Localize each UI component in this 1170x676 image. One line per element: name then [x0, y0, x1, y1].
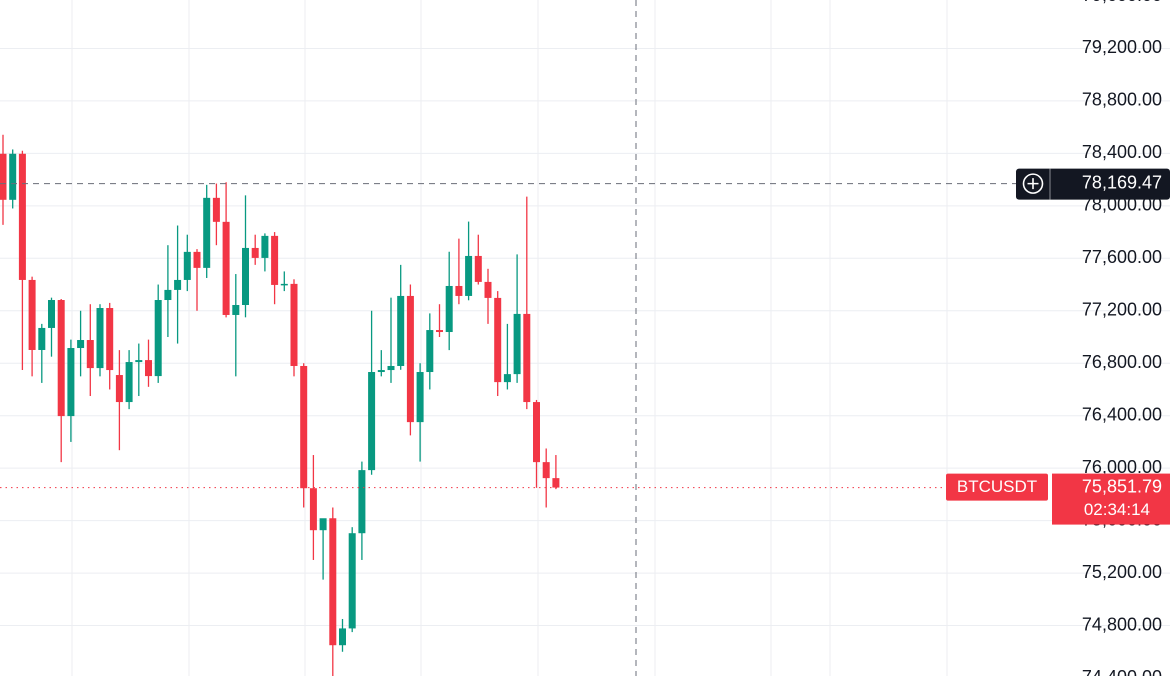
- candle-body: [48, 300, 55, 328]
- candle-body: [339, 628, 346, 646]
- candle-body: [232, 304, 240, 315]
- candle-body: [203, 197, 211, 268]
- candle-body: [0, 153, 7, 200]
- candle-body: [329, 518, 337, 646]
- last-price-badge: [1052, 473, 1170, 525]
- candle-body: [503, 374, 511, 383]
- candle-body: [484, 281, 492, 298]
- y-tick-label: 79,600.00: [1082, 0, 1162, 5]
- candle-body: [426, 330, 434, 373]
- candle-body: [9, 153, 17, 200]
- price-labels: BTCUSDT 75,851.79 02:34:14 78,169.47: [946, 168, 1170, 525]
- candle-body: [513, 313, 521, 375]
- crosshair-badge: [1016, 168, 1170, 200]
- candle-body: [377, 370, 385, 373]
- y-tick-label: 76,400.00: [1082, 404, 1162, 424]
- candle-body: [290, 283, 298, 366]
- candle-body: [416, 372, 424, 423]
- candle-body: [145, 360, 152, 377]
- last-price-label: 75,851.79: [1082, 476, 1162, 496]
- y-tick-label: 78,400.00: [1082, 142, 1162, 162]
- symbol-badge: [946, 473, 1048, 501]
- candle-body: [174, 279, 182, 290]
- candle-body: [193, 251, 201, 268]
- candle-body: [86, 340, 94, 369]
- candle-body: [28, 279, 36, 350]
- y-tick-label: 77,200.00: [1082, 300, 1162, 320]
- candle-body: [271, 235, 279, 285]
- candle-body: [154, 300, 162, 377]
- candle-body: [542, 462, 550, 479]
- overlay: [0, 0, 1050, 676]
- candle-body: [125, 362, 133, 403]
- candle-body: [135, 360, 143, 363]
- candle-body: [406, 295, 414, 423]
- candle-body: [368, 372, 376, 471]
- vertical-grid: [71, 0, 948, 676]
- candle-body: [397, 295, 405, 366]
- y-tick-label: 77,600.00: [1082, 247, 1162, 267]
- candle-body: [387, 365, 395, 371]
- candle-body: [348, 533, 356, 629]
- y-tick-label: 76,800.00: [1082, 352, 1162, 372]
- candle-body: [18, 153, 26, 280]
- candle-body: [309, 488, 317, 531]
- candle-body: [251, 247, 259, 258]
- y-tick-label: 79,200.00: [1082, 37, 1162, 57]
- candle-body: [436, 330, 443, 333]
- candle-body: [77, 340, 85, 349]
- y-tick-label: 74,400.00: [1082, 667, 1162, 676]
- candle-body: [358, 470, 366, 534]
- candle-body: [300, 365, 308, 489]
- candle-body: [242, 247, 249, 305]
- candle-body: [57, 300, 65, 417]
- candle-body: [533, 402, 540, 463]
- crosshair-price-label: 78,169.47: [1082, 172, 1162, 192]
- candle-body: [474, 255, 482, 282]
- candle-body: [261, 235, 269, 258]
- candles: [0, 134, 560, 676]
- add-alert-icon: [1022, 173, 1044, 194]
- countdown-label: 02:34:14: [1084, 500, 1150, 519]
- candle-body: [280, 283, 288, 286]
- candle-body: [164, 289, 172, 301]
- y-tick-label: 78,800.00: [1082, 90, 1162, 110]
- candle-body: [106, 308, 114, 371]
- price-axis: 74,400.0074,800.0075,200.0075,600.0076,0…: [1082, 0, 1162, 676]
- candle-body: [115, 375, 123, 403]
- candle-body: [523, 313, 531, 403]
- candle-body: [465, 255, 473, 296]
- symbol-label: BTCUSDT: [957, 477, 1037, 496]
- y-tick-label: 76,000.00: [1082, 457, 1162, 477]
- candle-body: [445, 285, 453, 333]
- candle-body: [96, 308, 104, 369]
- candle-body: [455, 285, 463, 296]
- candle-body: [212, 197, 220, 222]
- y-tick-label: 74,800.00: [1082, 614, 1162, 634]
- candle-body: [183, 251, 191, 280]
- add-alert-icon-plus: [1027, 178, 1039, 190]
- y-tick-label: 75,200.00: [1082, 562, 1162, 582]
- candle-body: [222, 221, 230, 315]
- candle-body: [494, 297, 502, 383]
- candle-body: [319, 518, 327, 531]
- candle-body: [67, 348, 75, 417]
- candle-body: [552, 478, 560, 488]
- candle-body: [38, 327, 46, 350]
